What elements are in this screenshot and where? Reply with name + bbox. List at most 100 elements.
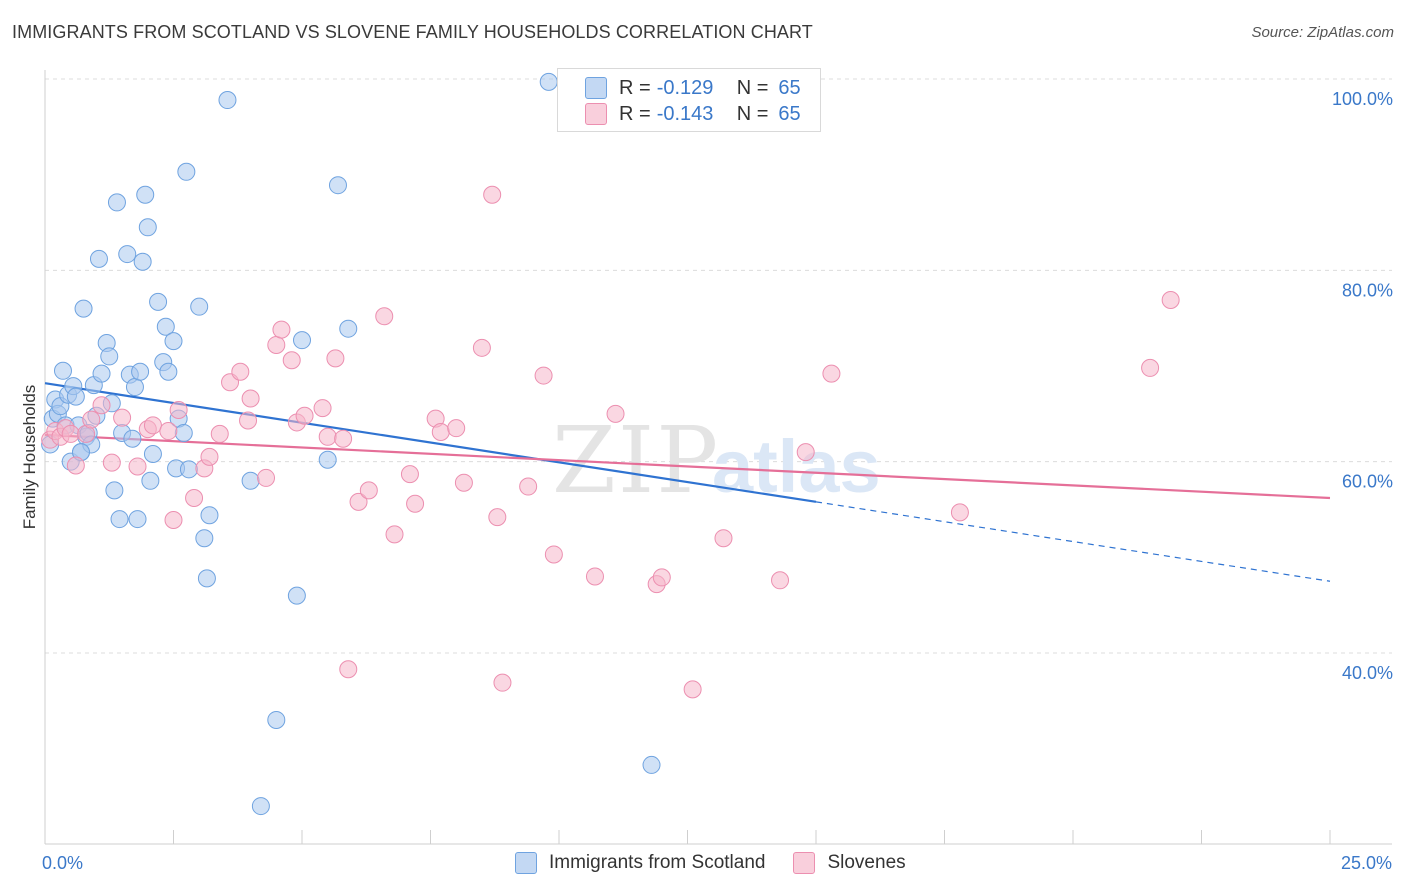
legend-n-label: N = bbox=[736, 76, 769, 99]
series-legend: Immigrants from Scotland Slovenes bbox=[515, 852, 934, 874]
scotland-point bbox=[328, 176, 347, 195]
slovene-point bbox=[472, 338, 491, 357]
y-tick-labels: 40.0% 60.0% 80.0% 100.0% bbox=[1332, 89, 1393, 683]
slovene-point bbox=[519, 477, 538, 496]
slovene-point bbox=[585, 567, 604, 586]
scotland-point bbox=[267, 710, 286, 729]
slovene-point bbox=[282, 351, 301, 370]
x-tick-label-max: 25.0% bbox=[1341, 853, 1392, 873]
slovene-trend-line bbox=[44, 433, 1331, 500]
scotland-point bbox=[539, 72, 558, 91]
scotland-point bbox=[143, 445, 162, 464]
slovene-point bbox=[334, 429, 353, 448]
slovene-point bbox=[406, 494, 425, 513]
series-swatch-slovenes bbox=[793, 852, 816, 874]
slovene-point bbox=[164, 511, 183, 530]
slovene-point bbox=[185, 489, 204, 508]
slovene-point bbox=[200, 447, 219, 466]
scotland-point bbox=[107, 193, 126, 212]
scotland-trend-extension bbox=[815, 501, 1331, 582]
scotland-point bbox=[105, 481, 124, 500]
scotland-point bbox=[164, 332, 183, 351]
slovene-point bbox=[92, 396, 111, 415]
series-legend-slovenes[interactable]: Slovenes bbox=[793, 852, 906, 874]
scotland-point bbox=[241, 471, 260, 490]
scotland-point bbox=[66, 387, 85, 406]
series-label-slovenes: Slovenes bbox=[827, 852, 906, 873]
slovene-point bbox=[606, 404, 625, 423]
scotland-point bbox=[642, 755, 661, 774]
slovene-point bbox=[66, 456, 85, 475]
scotland-point bbox=[118, 245, 137, 264]
watermark-atlas: atlas bbox=[712, 425, 881, 508]
scotland-point bbox=[339, 319, 358, 338]
slovene-point bbox=[447, 419, 466, 438]
scotland-point bbox=[179, 460, 198, 479]
slovene-point bbox=[454, 473, 473, 492]
slovene-point bbox=[82, 410, 101, 429]
scotland-point bbox=[293, 331, 311, 350]
legend-n-value: 65 bbox=[778, 76, 801, 99]
slovene-point bbox=[534, 366, 553, 385]
slovene-point bbox=[231, 362, 250, 381]
slovene-point bbox=[950, 503, 969, 522]
scotland-point bbox=[125, 378, 144, 397]
scotland-point bbox=[197, 569, 216, 588]
slovene-point bbox=[359, 481, 378, 500]
slovene-point bbox=[771, 571, 790, 590]
scotland-point bbox=[149, 292, 168, 311]
slovene-point bbox=[257, 468, 276, 487]
slovene-point bbox=[375, 307, 394, 326]
scotland-point bbox=[251, 797, 270, 816]
y-axis-title: Family Households bbox=[20, 385, 39, 530]
slovene-point bbox=[796, 443, 815, 462]
scotland-point bbox=[89, 249, 108, 268]
slovene-point bbox=[313, 399, 332, 418]
scotland-point bbox=[156, 317, 175, 336]
slovene-point bbox=[488, 508, 507, 527]
slovene-point bbox=[385, 525, 404, 544]
scotland-point bbox=[195, 529, 214, 548]
scotland-point bbox=[218, 91, 237, 110]
series-label-scotland: Immigrants from Scotland bbox=[549, 852, 766, 873]
slovene-point bbox=[113, 408, 132, 427]
series-legend-scotland[interactable]: Immigrants from Scotland bbox=[515, 852, 765, 874]
slovene-point bbox=[483, 185, 502, 204]
legend-r-value: -0.143 bbox=[656, 102, 714, 125]
slovene-point bbox=[102, 453, 121, 472]
slovene-point bbox=[544, 545, 563, 564]
scotland-point bbox=[110, 510, 129, 529]
slovene-point bbox=[1161, 290, 1180, 309]
chart-title: IMMIGRANTS FROM SCOTLAND VS SLOVENE FAMI… bbox=[12, 22, 813, 42]
slovene-point bbox=[431, 423, 450, 442]
slovene-point bbox=[239, 411, 258, 430]
slovene-point bbox=[683, 680, 702, 699]
legend-row-scotland: R = -0.129 N = 65 bbox=[585, 76, 801, 100]
slovene-point bbox=[267, 335, 286, 354]
slovene-point bbox=[272, 320, 291, 339]
scotland-point bbox=[318, 450, 337, 469]
slovene-point bbox=[128, 457, 147, 476]
scotland-point bbox=[177, 162, 196, 181]
scotland-point bbox=[92, 364, 111, 383]
legend-swatch-scotland bbox=[585, 77, 607, 99]
slovene-point bbox=[326, 349, 345, 368]
y-tick-label: 60.0% bbox=[1342, 472, 1393, 492]
data-points bbox=[41, 72, 1180, 816]
scotland-point bbox=[159, 362, 178, 381]
scotland-point bbox=[200, 506, 219, 525]
scotland-point bbox=[123, 429, 142, 448]
slovene-point bbox=[61, 424, 80, 443]
legend-r-value: -0.129 bbox=[656, 76, 714, 99]
slovene-point bbox=[349, 492, 368, 511]
y-tick-label: 40.0% bbox=[1342, 663, 1393, 683]
scotland-point bbox=[100, 347, 119, 366]
grid-lines bbox=[45, 78, 1392, 654]
legend-row-slovenes: R = -0.143 N = 65 bbox=[585, 102, 801, 126]
slovene-point bbox=[169, 401, 188, 420]
slovene-point bbox=[652, 568, 671, 587]
slovene-point bbox=[1141, 358, 1160, 377]
scotland-point bbox=[128, 510, 147, 529]
scotland-point bbox=[131, 362, 150, 381]
